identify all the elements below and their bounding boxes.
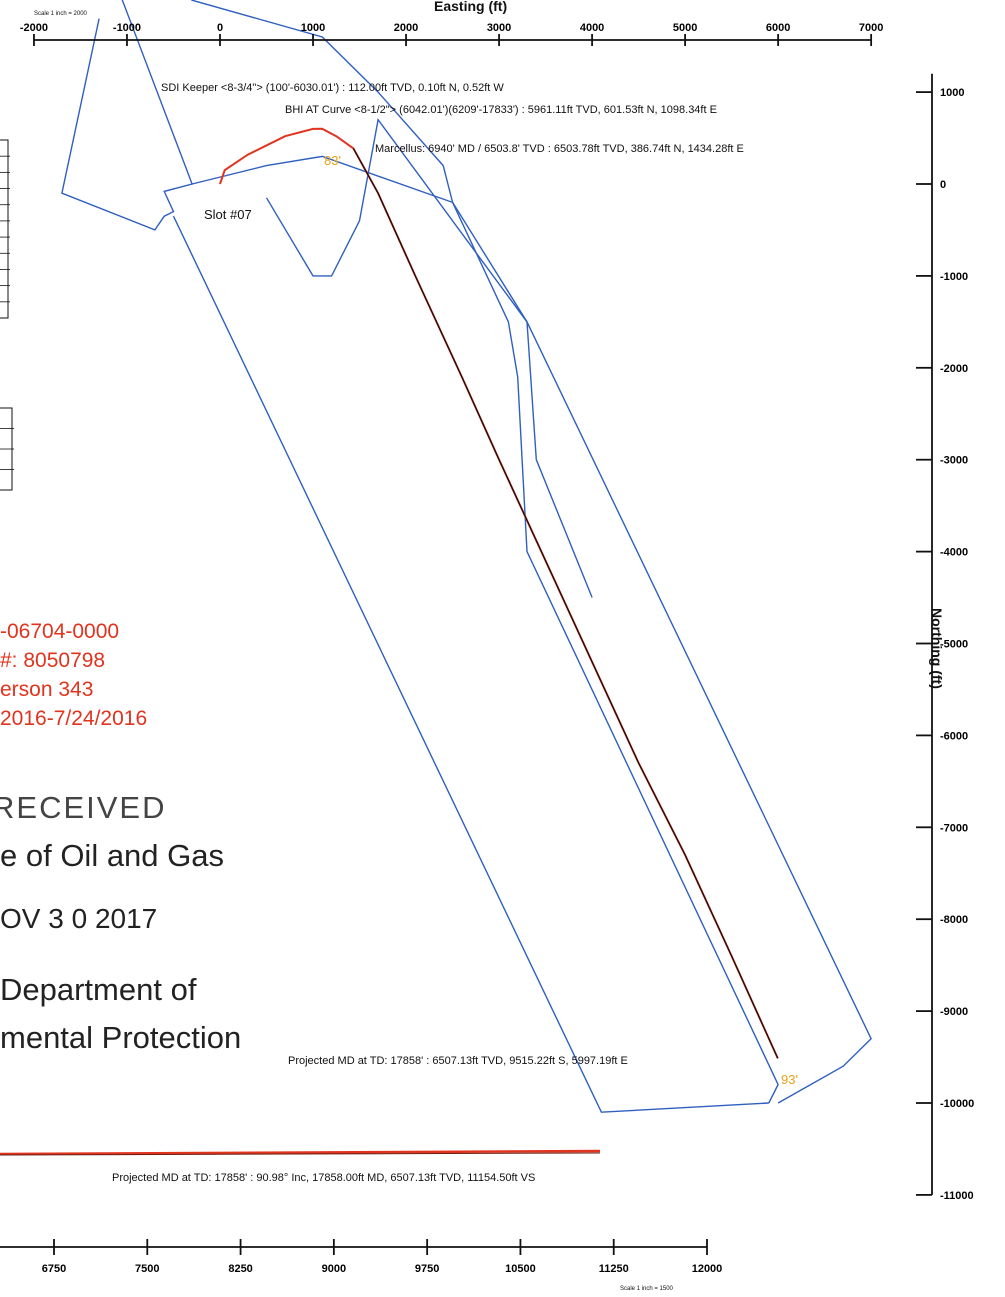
stamp-dept-line2: mental Protection [0, 1020, 242, 1055]
stamp-api-block: -06704-0000 #: 8050798 erson 343 2016-7/… [0, 617, 147, 733]
section-x-tick-label: 12000 [692, 1263, 723, 1275]
section-x-tick-label: 7500 [135, 1263, 159, 1275]
annotation-marcellus: Marcellus: 6940' MD / 6503.8' TVD : 6503… [375, 143, 744, 155]
section-lateral-line [0, 1149, 601, 1156]
x-tick-label: 2000 [394, 22, 418, 34]
stamp-permit-line: #: 8050798 [0, 649, 106, 672]
section-planned-line [0, 1152, 601, 1156]
lease-boundary-line [172, 215, 769, 1113]
wellpath-layer [219, 127, 779, 1059]
x-tick-label: 6000 [766, 22, 790, 34]
y-tick-label: -3000 [940, 455, 968, 467]
section-x-tick-label: 8250 [228, 1263, 252, 1275]
lease-table-fragment [0, 139, 9, 319]
section-view-layer: 6750 7500 8250 9000 9750 10500 11250 12000 [0, 139, 723, 1275]
annotation-bhi-curve: BHI AT Curve <8-1/2"> (6042.01')(6209'-1… [285, 104, 717, 116]
plan-scale-note: Scale 1 inch = 2000 [34, 11, 87, 17]
annotation-slot: Slot #07 [204, 207, 252, 222]
actual-wellpath-line [219, 127, 779, 1059]
planned-wellpath-line [352, 148, 779, 1059]
y-tick-label: -8000 [940, 914, 968, 926]
section-projected-label: Projected MD at TD: 17858' : 90.98° Inc,… [112, 1172, 536, 1184]
y-tick-label: -2000 [940, 363, 968, 375]
annotation-sdi-keeper: SDI Keeper <8-3/4"> (100'-6030.01') : 11… [161, 82, 504, 94]
y-tick-label: -5000 [940, 639, 968, 651]
stamp-api-line: -06704-0000 [0, 620, 120, 643]
x-tick-label: -2000 [20, 22, 48, 34]
y-tick-label: -4000 [940, 547, 968, 559]
section-x-tick-label: 9000 [322, 1263, 346, 1275]
y-axis-title: Northing (ft) [929, 608, 945, 689]
offset-label-bottom: 93' [781, 1072, 798, 1087]
x-tick-label: -1000 [113, 22, 141, 34]
x-tick-label: 0 [217, 22, 223, 34]
y-tick-label: 1000 [940, 87, 964, 99]
y-tick-label: -10000 [940, 1098, 974, 1110]
section-x-tick-label: 6750 [42, 1263, 66, 1275]
y-tick-label: 0 [940, 179, 946, 191]
x-tick-label: 3000 [487, 22, 511, 34]
lease-boundary-layer [61, 0, 872, 1113]
x-tick-label: 7000 [859, 22, 883, 34]
stamp-date-range-line: 2016-7/24/2016 [0, 707, 148, 730]
stamp-received: RECEIVED [0, 790, 167, 825]
stamp-dept-line1: Department of [0, 972, 197, 1007]
lease-boundary-line [191, 155, 779, 1104]
section-scale-note: Scale 1 inch = 1500 [620, 1286, 673, 1292]
axis-layer: -2000 -1000 0 1000 2000 3000 4000 5000 6000 70001… [20, 22, 974, 1202]
y-tick-label: -1000 [940, 271, 968, 283]
x-axis-title: Easting (ft) [434, 0, 508, 14]
lease-boundary-line [265, 117, 872, 1104]
y-tick-label: -11000 [940, 1190, 974, 1202]
section-x-tick-label: 10500 [505, 1263, 536, 1275]
lease-boundary-line [61, 0, 194, 231]
offset-label-top: 83' [324, 153, 341, 168]
section-x-tick-label: 11250 [599, 1263, 629, 1275]
stamp-office: e of Oil and Gas [0, 838, 225, 873]
stamp-well-line: erson 343 [0, 678, 94, 701]
x-tick-label: 1000 [301, 22, 325, 34]
annotation-projected-plan: Projected MD at TD: 17858' : 6507.13ft T… [288, 1055, 628, 1067]
y-tick-label: -7000 [940, 822, 968, 834]
y-tick-label: -9000 [940, 1006, 968, 1018]
stamp-date: OV 3 0 2017 [0, 903, 158, 934]
x-tick-label: 5000 [673, 22, 697, 34]
section-x-tick-label: 9750 [415, 1263, 439, 1275]
y-tick-label: -6000 [940, 730, 968, 742]
x-tick-label: 4000 [580, 22, 604, 34]
lease-boundary-line [190, 0, 593, 598]
